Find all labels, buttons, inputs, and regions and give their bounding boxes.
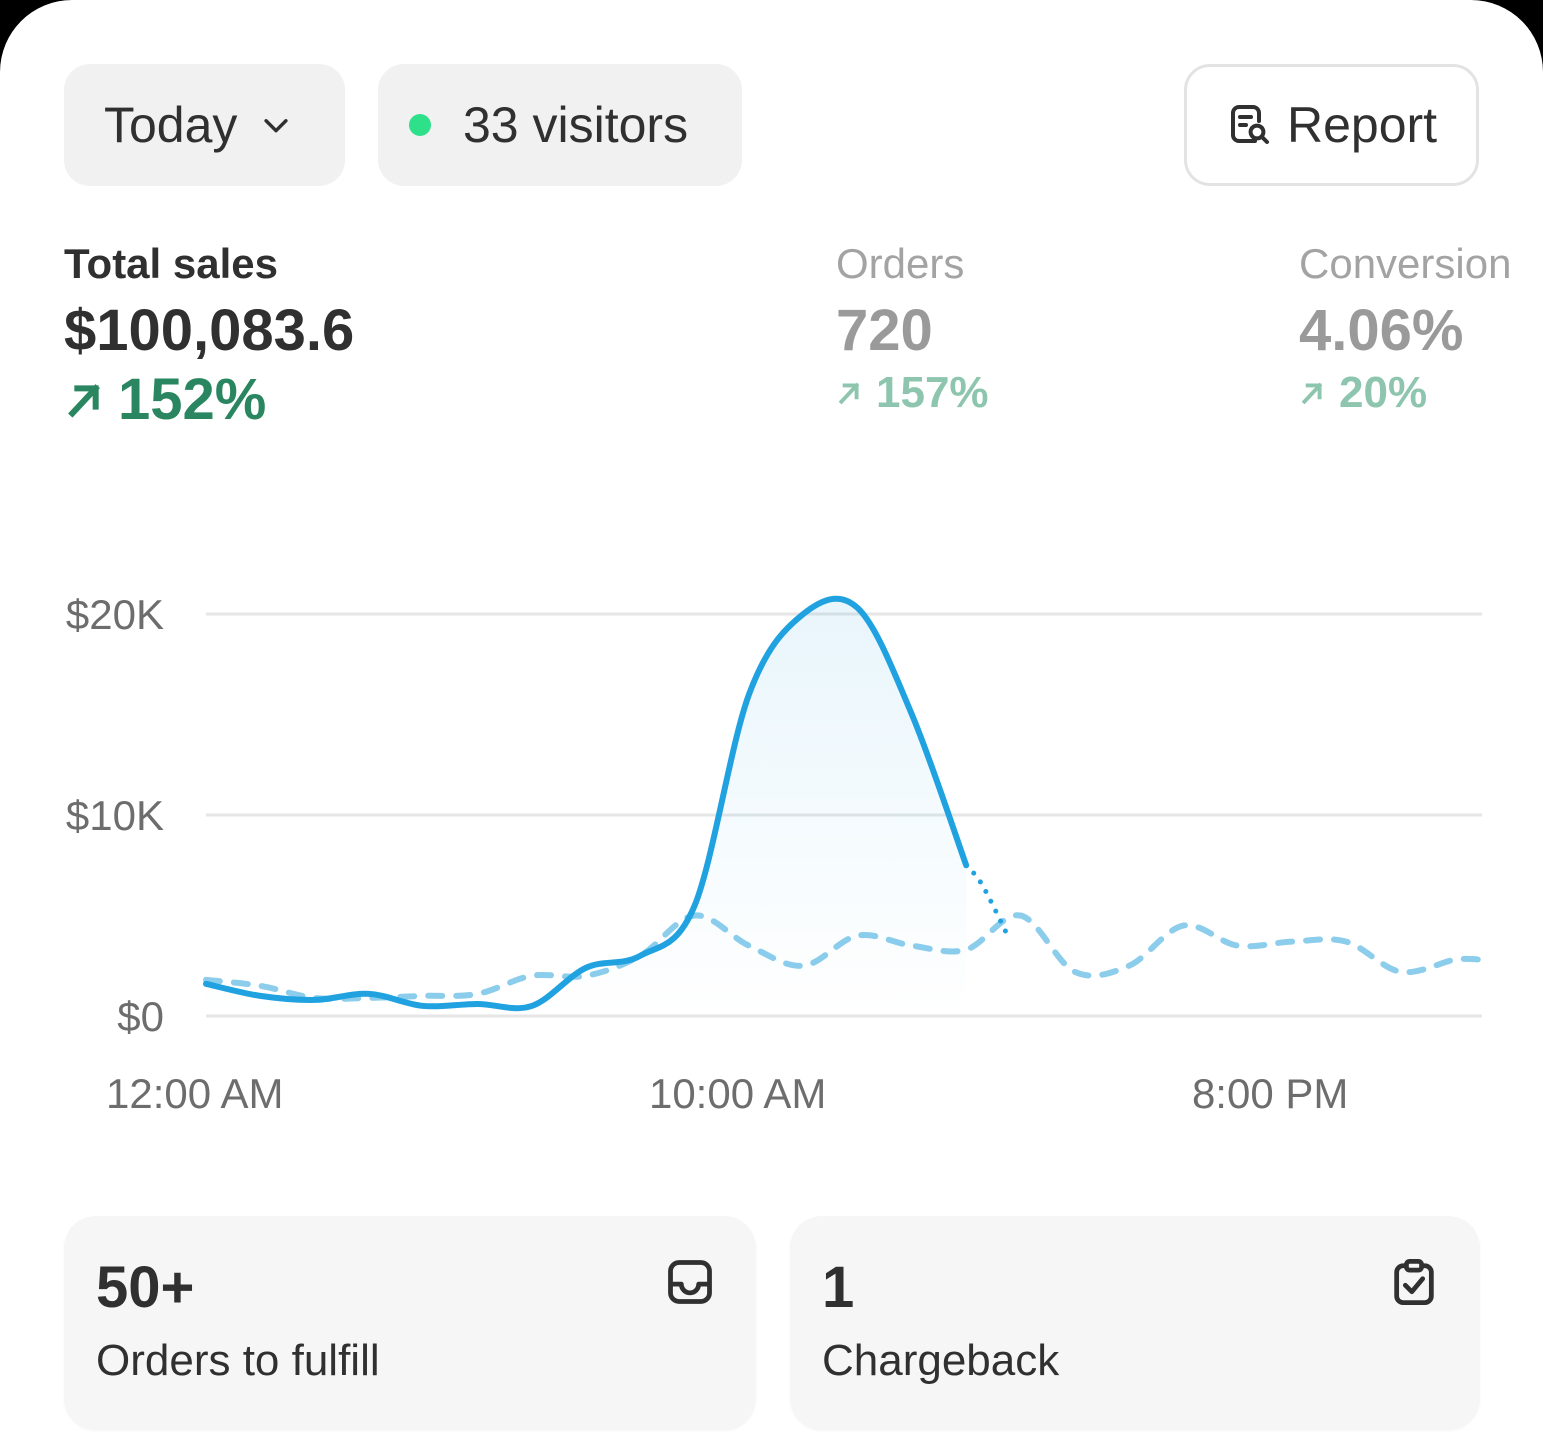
metric-delta: 20% xyxy=(1299,368,1511,418)
metric-delta: 157% xyxy=(836,368,989,418)
visitors-label: 33 visitors xyxy=(463,97,689,153)
metric-total-sales[interactable]: Total sales $100,083.6 152% xyxy=(64,240,354,433)
metric-label: Conversion xyxy=(1299,240,1512,287)
tile-count: 50+ xyxy=(96,1255,195,1320)
tile-label: Chargeback xyxy=(822,1336,1060,1385)
y-tick-label: $10K xyxy=(66,792,164,839)
metric-conversion[interactable]: Conversion 4.06% 20% xyxy=(1299,240,1511,418)
chevron-down-icon xyxy=(259,108,293,142)
current-period-projection-line xyxy=(963,862,1013,943)
y-tick-label: $0 xyxy=(117,993,164,1040)
metric-delta-value: 157% xyxy=(876,368,989,417)
inbox-icon xyxy=(664,1256,716,1308)
chargeback-tile[interactable]: 1 Chargeback xyxy=(790,1216,1480,1430)
metric-orders[interactable]: Orders 720 157% xyxy=(836,240,989,418)
x-tick-label: 12:00 AM xyxy=(106,1070,283,1117)
clipboard-check-icon xyxy=(1388,1256,1440,1308)
metric-value: 4.06% xyxy=(1299,298,1464,363)
arrow-up-right-icon xyxy=(68,383,100,418)
current-period-line xyxy=(203,595,970,1012)
y-tick-label: $20K xyxy=(66,591,164,638)
x-tick-label: 10:00 AM xyxy=(649,1070,826,1117)
x-tick-label: 8:00 PM xyxy=(1192,1070,1348,1117)
tile-label: Orders to fulfill xyxy=(96,1336,380,1385)
metric-value: 720 xyxy=(836,298,933,363)
arrow-up-right-icon xyxy=(838,382,860,405)
report-button[interactable]: Report xyxy=(1184,64,1479,186)
date-range-dropdown[interactable]: Today xyxy=(64,64,345,186)
metric-delta-value: 20% xyxy=(1339,368,1428,417)
date-range-label: Today xyxy=(104,97,238,153)
metric-value: $100,083.6 xyxy=(64,298,355,363)
metric-label: Orders xyxy=(836,240,965,287)
orders-to-fulfill-tile[interactable]: 50+ Orders to fulfill xyxy=(64,1216,756,1430)
metric-delta-value: 152% xyxy=(118,367,267,432)
arrow-up-right-icon xyxy=(1301,382,1323,405)
report-search-icon xyxy=(1225,101,1273,149)
report-label: Report xyxy=(1287,97,1438,153)
metric-delta: 152% xyxy=(64,366,354,433)
current-period-area xyxy=(206,598,967,1016)
sales-line-chart[interactable]: $0 $10K $20K 12:00 AM 10:00 AM 8:00 PM xyxy=(0,560,1543,1140)
live-status-dot xyxy=(409,114,431,136)
metric-label: Total sales xyxy=(64,240,278,287)
tile-count: 1 xyxy=(822,1255,855,1320)
live-visitors-button[interactable]: 33 visitors xyxy=(378,64,742,186)
